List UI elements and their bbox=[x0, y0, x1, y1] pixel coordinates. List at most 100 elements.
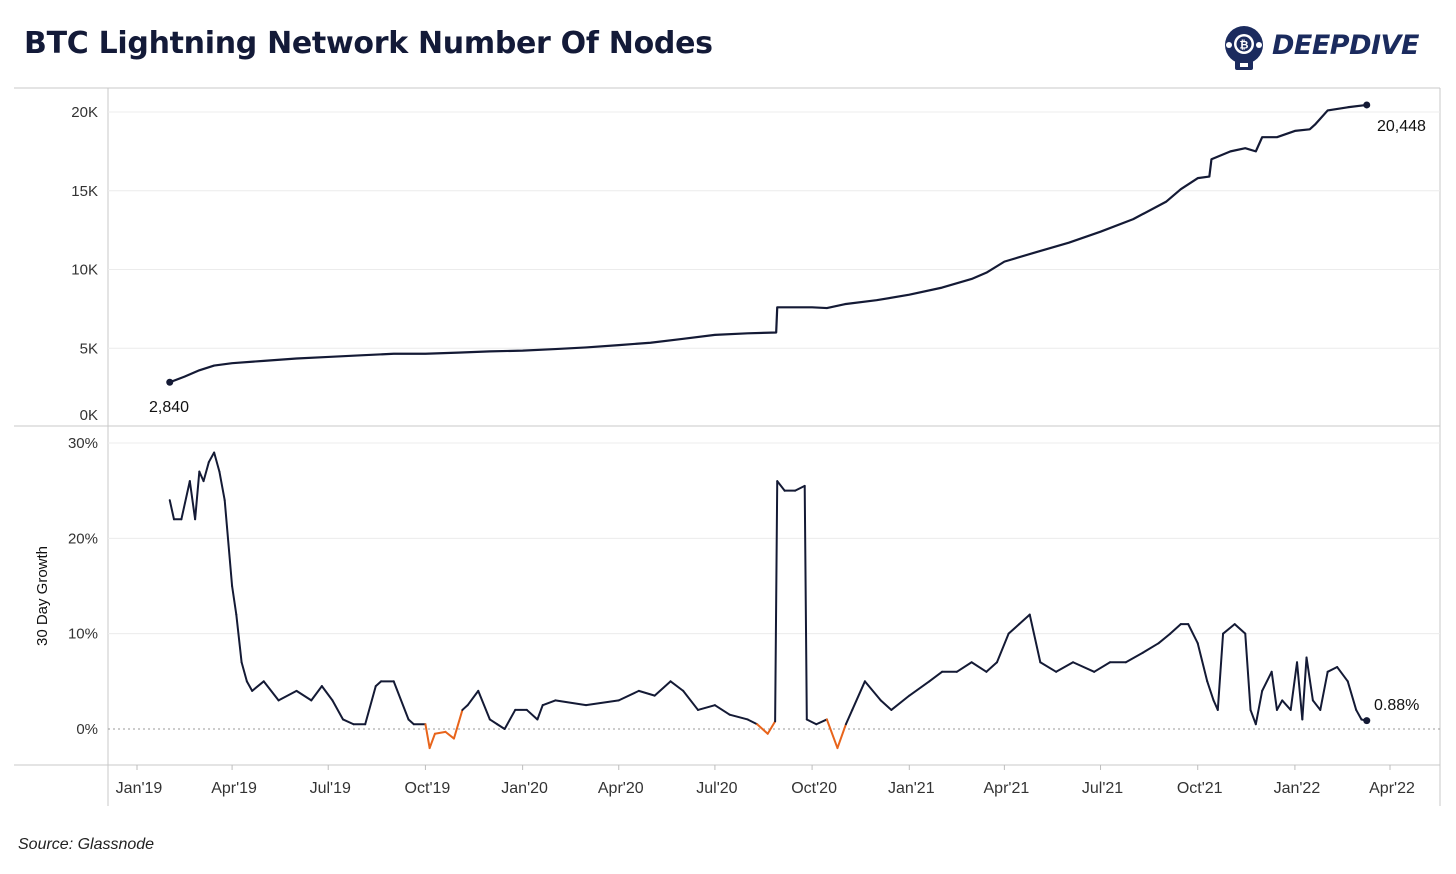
annotations: 2,840 20,448 0.88% bbox=[149, 118, 1426, 714]
bottom-y-tick-label: 10% bbox=[68, 626, 98, 643]
growth-segment bbox=[407, 718, 415, 726]
growth-segment bbox=[1244, 632, 1252, 711]
growth-end-point-marker bbox=[1363, 717, 1371, 725]
growth-segment bbox=[525, 708, 539, 721]
growth-segment bbox=[851, 680, 866, 711]
growth-segment bbox=[1275, 699, 1284, 711]
growth-series bbox=[168, 451, 1371, 750]
x-tick-label: Jan'21 bbox=[888, 780, 935, 797]
growth-segment bbox=[746, 718, 759, 726]
growth-segment bbox=[713, 704, 731, 716]
diving-helmet-icon: ₿ bbox=[1225, 26, 1263, 70]
growth-segment bbox=[815, 718, 828, 726]
top-y-tick-label: 15K bbox=[71, 183, 98, 200]
growth-segment bbox=[585, 699, 620, 707]
growth-negative-segment bbox=[452, 708, 464, 740]
bottom-y-tick-label: 30% bbox=[68, 435, 98, 452]
growth-segment bbox=[682, 689, 699, 711]
growth-segment bbox=[1055, 661, 1075, 673]
growth-segment bbox=[251, 680, 265, 692]
end-value-label: 20,448 bbox=[1377, 118, 1426, 135]
growth-segment bbox=[202, 461, 210, 483]
growth-segment bbox=[805, 718, 818, 726]
growth-negative-segment bbox=[756, 723, 769, 735]
growth-end-value-label: 0.88% bbox=[1374, 697, 1419, 714]
growth-segment bbox=[1141, 642, 1160, 654]
x-axis: Jan'19 Apr'19 Jul'19 Oct'19 Jan'20 Apr'20 Jul'… bbox=[116, 765, 1415, 797]
x-tick-label: Jan'19 bbox=[116, 780, 163, 797]
node-count-line bbox=[169, 103, 1367, 384]
growth-negative-segment bbox=[836, 723, 847, 750]
growth-segment bbox=[1093, 661, 1112, 673]
growth-segment bbox=[1311, 699, 1322, 711]
growth-segment bbox=[1346, 680, 1358, 711]
growth-segment bbox=[240, 661, 248, 683]
growth-segment bbox=[844, 708, 854, 726]
chart-title: BTC Lightning Network Number Of Nodes bbox=[24, 26, 713, 61]
growth-segment bbox=[970, 661, 988, 673]
growth-segment bbox=[231, 585, 238, 616]
growth-segment bbox=[863, 680, 882, 702]
growth-segment bbox=[890, 694, 911, 711]
growth-segment bbox=[908, 680, 931, 697]
node-count-series bbox=[166, 101, 1371, 386]
top-gridlines bbox=[108, 111, 1440, 349]
growth-segment bbox=[879, 699, 893, 711]
growth-negative-segment bbox=[444, 730, 455, 740]
growth-segment bbox=[218, 470, 226, 502]
growth-segment bbox=[1301, 656, 1308, 721]
growth-segment bbox=[541, 699, 557, 707]
x-tick-label: Jul'21 bbox=[1082, 780, 1123, 797]
growth-segment bbox=[1072, 661, 1096, 673]
growth-segment bbox=[245, 680, 254, 692]
growth-segment bbox=[1007, 623, 1021, 635]
growth-segment bbox=[503, 708, 517, 730]
growth-segment bbox=[1270, 670, 1278, 711]
growth-segment bbox=[1281, 699, 1292, 711]
growth-segment bbox=[794, 484, 806, 492]
growth-segment bbox=[1216, 632, 1225, 711]
growth-segment bbox=[1289, 661, 1299, 711]
growth-segment bbox=[536, 704, 544, 721]
growth-segment bbox=[1169, 623, 1182, 635]
growth-segment bbox=[554, 699, 588, 707]
top-y-tick-label: 10K bbox=[71, 262, 98, 279]
top-y-tick-label: 20K bbox=[71, 104, 98, 121]
growth-segment bbox=[277, 689, 298, 702]
growth-segment bbox=[198, 470, 205, 483]
growth-segment bbox=[235, 613, 243, 664]
bottom-gridlines bbox=[108, 442, 1440, 730]
growth-segment bbox=[295, 689, 313, 702]
growth-segment bbox=[1319, 670, 1329, 711]
growth-segment bbox=[1254, 689, 1264, 726]
start-value-label: 2,840 bbox=[149, 399, 189, 416]
growth-segment bbox=[1326, 666, 1339, 673]
growth-segment bbox=[168, 499, 175, 521]
growth-segment bbox=[1196, 642, 1209, 683]
growth-negative-segment bbox=[424, 723, 431, 750]
x-tick-label: Apr'22 bbox=[1369, 780, 1415, 797]
growth-segment bbox=[342, 718, 355, 726]
growth-segment bbox=[1249, 708, 1257, 726]
growth-segment bbox=[488, 718, 499, 726]
growth-segment bbox=[223, 499, 234, 587]
growth-segment bbox=[213, 451, 221, 473]
growth-segment bbox=[803, 484, 808, 721]
start-point-marker bbox=[166, 378, 174, 386]
growth-segment bbox=[310, 685, 323, 702]
chart-canvas: 0K 5K 10K 15K 20K 0% 10% 20% 30% Jan'19 Apr'19 Ju… bbox=[14, 87, 1441, 806]
growth-segment bbox=[1222, 623, 1236, 635]
x-tick-label: Oct'21 bbox=[1177, 780, 1223, 797]
growth-segment bbox=[1124, 651, 1144, 664]
growth-segment bbox=[1157, 632, 1172, 645]
x-tick-label: Jul'19 bbox=[310, 780, 351, 797]
source-note: Source: Glassnode bbox=[18, 836, 155, 853]
growth-segment bbox=[1336, 666, 1349, 683]
growth-segment bbox=[1018, 613, 1031, 626]
growth-negative-segment bbox=[825, 718, 839, 750]
bottom-y-axis-label: 30 Day Growth bbox=[34, 546, 51, 646]
x-tick-label: Apr'21 bbox=[984, 780, 1030, 797]
x-tick-label: Jul'20 bbox=[696, 780, 737, 797]
growth-segment bbox=[1028, 613, 1042, 664]
growth-segment bbox=[1305, 656, 1314, 702]
